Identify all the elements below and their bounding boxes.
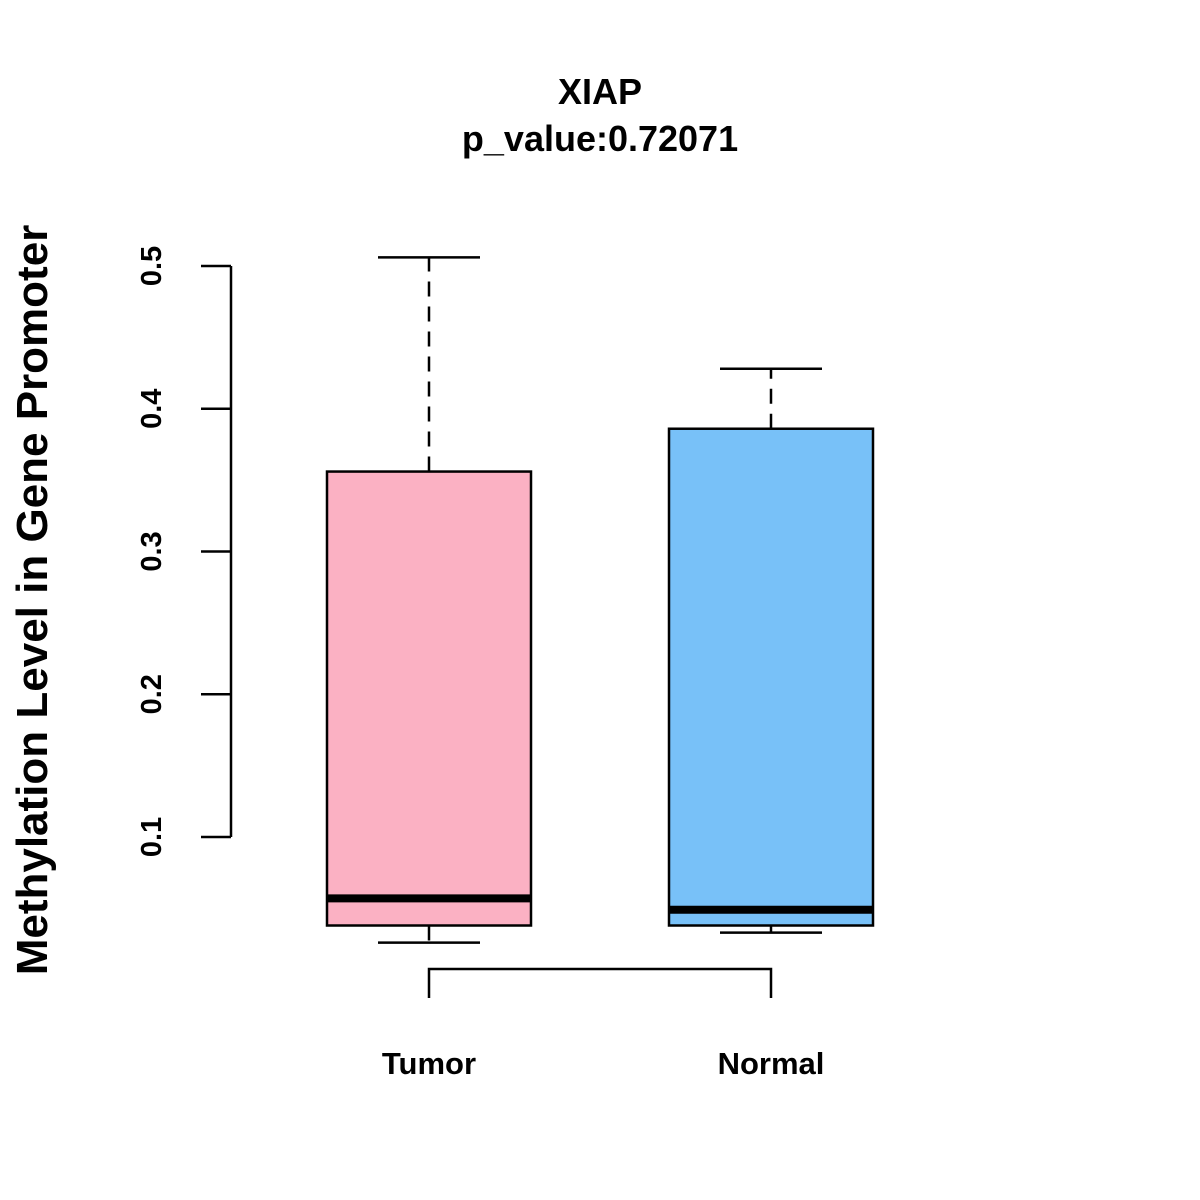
chart-title: XIAP <box>558 71 642 112</box>
x-axis-line <box>427 967 773 998</box>
chart-subtitle: p_value:0.72071 <box>462 118 738 159</box>
x-axis <box>427 967 773 998</box>
y-tick-label: 0.5 <box>136 246 168 286</box>
x-tick-labels: Tumor Normal <box>382 1046 824 1081</box>
y-axis: 0.1 0.2 0.3 0.4 0.5 <box>136 246 233 857</box>
box-normal <box>667 367 875 934</box>
x-tick-label-tumor: Tumor <box>382 1046 476 1081</box>
boxes <box>325 256 875 944</box>
box-iqr <box>325 470 533 927</box>
x-tick-label-normal: Normal <box>718 1046 825 1081</box>
box-tumor <box>325 256 533 944</box>
y-axis-label: Methylation Level in Gene Promoter <box>8 225 57 976</box>
y-tick-label: 0.1 <box>136 817 168 857</box>
y-tick-label: 0.3 <box>136 531 168 571</box>
y-tick-label: 0.4 <box>136 389 168 429</box>
box-iqr <box>667 427 875 927</box>
y-tick-label: 0.2 <box>136 674 168 714</box>
